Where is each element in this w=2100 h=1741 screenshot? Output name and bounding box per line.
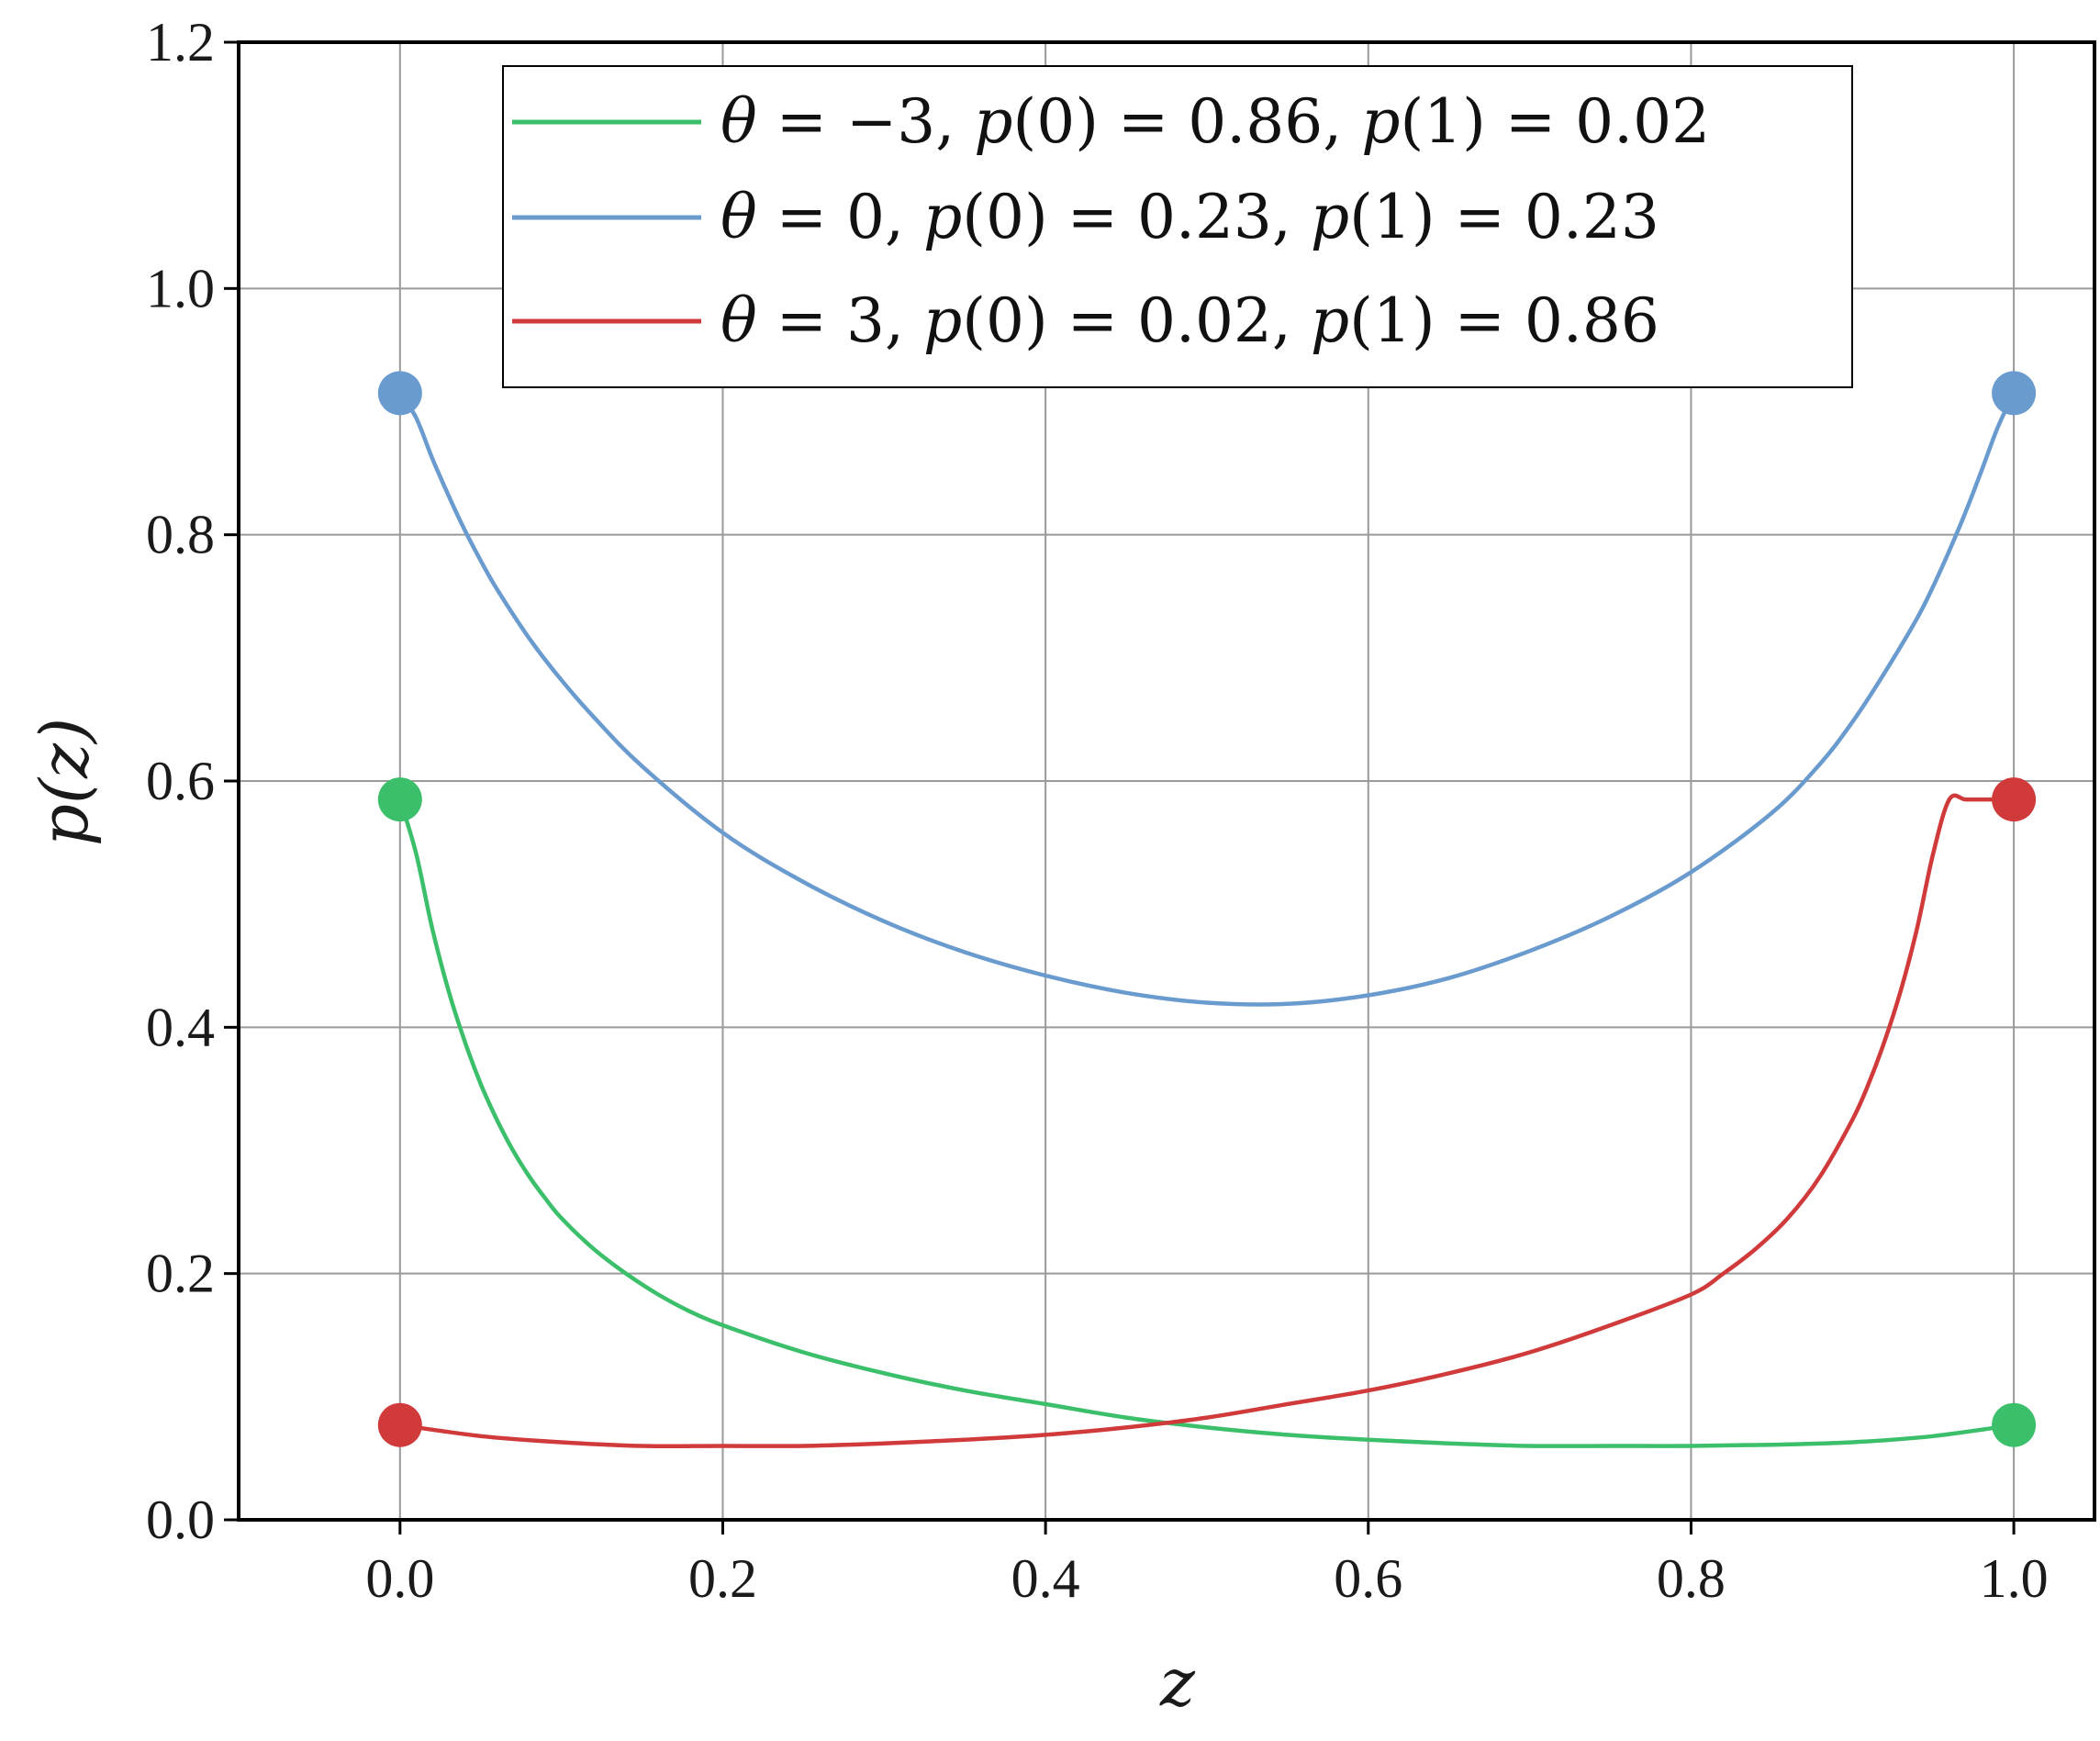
endpoint-marker-theta-3 <box>377 1402 422 1447</box>
x-tick-label: 0.6 <box>1334 1548 1402 1609</box>
x-tick-label: 0.2 <box>688 1548 757 1609</box>
series-layer <box>397 392 2016 1449</box>
y-axis-label: p(z) <box>26 718 103 846</box>
endpoint-markers <box>377 371 2037 1447</box>
legend: θ = −3, p(0) = 0.86, p(1) = 0.02 θ = 0, p… <box>502 65 1853 388</box>
x-tick-label: 0.8 <box>1657 1548 1726 1609</box>
y-tick-label: 0.0 <box>146 1490 215 1550</box>
series-line-theta-0 <box>397 392 2016 1007</box>
y-tick-labels: 0.0 0.2 0.4 0.6 0.8 1.0 1.2 <box>146 12 215 1550</box>
x-axis-label: z <box>1159 1644 1196 1721</box>
axis-ticks <box>224 40 2016 1535</box>
legend-label-theta-minus-3: θ = −3, p(0) = 0.86, p(1) = 0.02 <box>720 86 1710 157</box>
y-tick-label: 1.0 <box>146 258 215 318</box>
x-tick-label: 0.4 <box>1011 1548 1080 1609</box>
y-tick-label: 0.4 <box>146 997 215 1057</box>
endpoint-marker-theta-0 <box>1992 371 2037 416</box>
series-line-theta-minus-3 <box>397 798 2015 1448</box>
y-tick-label: 0.8 <box>146 505 215 565</box>
legend-label-theta-3: θ = 3, p(0) = 0.02, p(1) = 0.86 <box>720 285 1659 356</box>
endpoint-marker-theta-minus-3 <box>377 777 422 822</box>
endpoint-marker-theta-3 <box>1992 777 2037 822</box>
y-tick-label: 1.2 <box>146 12 215 73</box>
x-tick-label: 1.0 <box>1980 1548 2049 1609</box>
legend-box <box>502 65 1853 388</box>
x-tick-labels: 0.0 0.2 0.4 0.6 0.8 1.0 <box>365 1548 2048 1609</box>
y-tick-label: 0.6 <box>146 751 215 811</box>
y-tick-label: 0.2 <box>146 1244 215 1304</box>
legend-label-theta-0: θ = 0, p(0) = 0.23, p(1) = 0.23 <box>720 182 1659 252</box>
endpoint-marker-theta-0 <box>377 371 422 416</box>
series-line-theta-3 <box>399 793 2015 1449</box>
x-tick-label: 0.0 <box>365 1548 434 1609</box>
endpoint-marker-theta-minus-3 <box>1992 1402 2037 1447</box>
